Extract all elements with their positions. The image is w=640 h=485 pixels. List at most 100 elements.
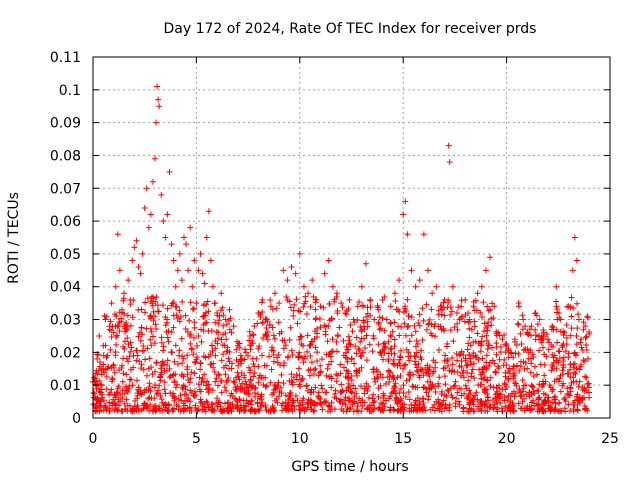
data-point xyxy=(536,394,543,401)
data-point xyxy=(444,340,451,347)
data-point xyxy=(536,316,543,323)
data-point xyxy=(152,298,159,305)
data-point xyxy=(568,325,575,332)
data-point xyxy=(452,378,459,385)
data-point xyxy=(583,374,590,381)
data-point xyxy=(312,328,319,335)
data-point xyxy=(106,399,113,406)
data-point xyxy=(346,337,353,344)
data-point xyxy=(503,342,510,349)
data-point xyxy=(455,304,462,311)
data-point xyxy=(377,325,384,332)
data-point xyxy=(517,330,524,337)
data-point xyxy=(536,381,543,388)
data-point xyxy=(312,365,319,372)
data-point xyxy=(552,400,559,407)
data-point xyxy=(168,241,175,248)
data-point xyxy=(398,324,405,331)
data-point xyxy=(337,370,344,377)
data-point xyxy=(486,359,493,366)
data-point xyxy=(556,355,563,362)
data-point xyxy=(564,370,571,377)
data-point xyxy=(108,378,115,385)
data-point xyxy=(582,334,589,341)
data-point xyxy=(170,257,177,264)
data-point xyxy=(514,362,521,369)
data-point xyxy=(536,333,543,340)
data-point xyxy=(241,346,248,353)
data-point xyxy=(237,360,244,367)
data-point xyxy=(440,365,447,372)
data-point xyxy=(410,371,417,378)
data-point xyxy=(575,383,582,390)
data-point xyxy=(158,396,165,403)
data-point xyxy=(352,343,359,350)
data-point xyxy=(275,319,282,326)
data-point xyxy=(220,331,227,338)
data-point xyxy=(191,324,198,331)
data-point xyxy=(345,375,352,382)
data-point xyxy=(142,299,149,306)
data-point xyxy=(479,333,486,340)
data-point xyxy=(159,359,166,366)
data-point xyxy=(540,390,547,397)
data-point xyxy=(111,369,118,376)
data-point xyxy=(566,366,573,373)
data-point xyxy=(513,342,520,349)
data-point xyxy=(163,328,170,335)
data-point xyxy=(479,401,486,408)
data-point xyxy=(326,300,333,307)
data-point xyxy=(159,302,166,309)
data-point xyxy=(519,326,526,333)
data-point xyxy=(196,386,203,393)
data-point xyxy=(500,362,507,369)
data-point xyxy=(465,377,472,384)
y-tick-label: 0.08 xyxy=(50,148,81,164)
data-point xyxy=(502,403,509,410)
data-point xyxy=(193,300,200,307)
data-point xyxy=(487,401,494,408)
data-point xyxy=(467,397,474,404)
data-point xyxy=(403,346,410,353)
data-point xyxy=(543,331,550,338)
data-point xyxy=(146,355,153,362)
data-point xyxy=(142,356,149,363)
data-point xyxy=(160,343,167,350)
data-point xyxy=(343,311,350,318)
data-point xyxy=(435,307,442,314)
data-point xyxy=(318,382,325,389)
data-point xyxy=(255,379,262,386)
data-point xyxy=(174,315,181,322)
data-point xyxy=(464,395,471,402)
data-point xyxy=(573,341,580,348)
data-point xyxy=(174,267,181,274)
data-point xyxy=(483,332,490,339)
data-point xyxy=(148,328,155,335)
data-point xyxy=(317,303,324,310)
data-point xyxy=(334,307,341,314)
data-point xyxy=(310,293,317,300)
data-point xyxy=(487,254,494,261)
data-point xyxy=(116,327,123,334)
data-point xyxy=(121,325,128,332)
data-point xyxy=(231,379,238,386)
data-point xyxy=(102,403,109,410)
data-point xyxy=(470,360,477,367)
data-point xyxy=(465,319,472,326)
data-point xyxy=(303,383,310,390)
data-point xyxy=(384,374,391,381)
data-point xyxy=(386,395,393,402)
data-point xyxy=(224,399,231,406)
data-point xyxy=(214,340,221,347)
data-point xyxy=(377,382,384,389)
data-point xyxy=(222,371,229,378)
data-point xyxy=(440,397,447,404)
data-point xyxy=(96,377,103,384)
data-point xyxy=(413,364,420,371)
data-point xyxy=(502,381,509,388)
data-point xyxy=(131,405,138,412)
data-point xyxy=(556,400,563,407)
data-point xyxy=(154,83,161,90)
data-point xyxy=(501,380,508,387)
data-point xyxy=(509,399,516,406)
